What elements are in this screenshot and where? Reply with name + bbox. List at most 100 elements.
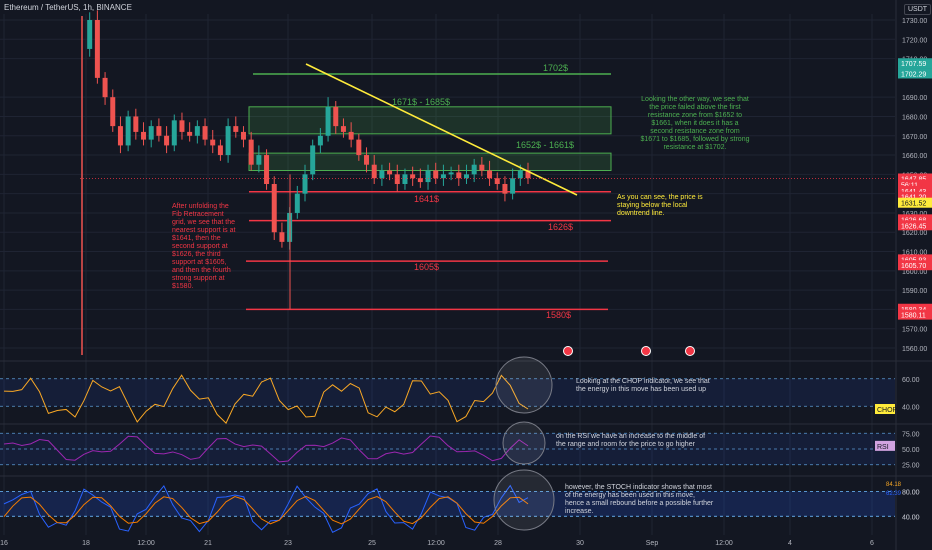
price-tag: 1605.70 bbox=[901, 263, 926, 270]
candle-body bbox=[302, 174, 308, 194]
stoch-d-line bbox=[3, 495, 529, 525]
price-tag-bg bbox=[898, 179, 932, 190]
stoch-d-label: 62.39 bbox=[886, 491, 902, 497]
price-tag-bg bbox=[898, 260, 932, 271]
rsi-highlight bbox=[502, 421, 546, 465]
chop-band bbox=[0, 378, 895, 407]
rsi-label: RSI bbox=[877, 444, 889, 451]
chop-label-bg bbox=[875, 404, 895, 414]
price-tag-bg bbox=[898, 303, 932, 314]
price-tag: 1631.52 bbox=[901, 201, 926, 208]
candle-body bbox=[271, 184, 277, 233]
candle-body bbox=[294, 193, 300, 213]
resistance-zone-lower bbox=[248, 152, 612, 171]
level-1605-label: 1605$ bbox=[414, 262, 439, 272]
candle-body bbox=[279, 232, 285, 242]
price-tag-bg bbox=[898, 68, 932, 79]
candle-body bbox=[356, 139, 362, 156]
stoch-d-tick: 40.00 bbox=[902, 514, 920, 521]
rsi-tick: 75.00 bbox=[902, 431, 920, 438]
candle-body bbox=[264, 155, 270, 184]
level-zone-upper-label: 1671$ - 1685$ bbox=[392, 97, 450, 107]
event-icon bbox=[563, 346, 573, 356]
candle-body bbox=[425, 170, 431, 183]
price-tick: 1570.00 bbox=[902, 327, 927, 334]
candle-body bbox=[379, 170, 385, 179]
downtrend-note: As you can see, the price is staying bel… bbox=[617, 194, 703, 217]
candle-body bbox=[479, 164, 485, 171]
chop-highlight bbox=[495, 356, 553, 414]
price-tag-bg bbox=[898, 58, 932, 69]
price-tag-bg bbox=[898, 173, 932, 184]
event-icon bbox=[641, 346, 651, 356]
price-tick: 1620.00 bbox=[902, 230, 927, 237]
price-tick: 1590.00 bbox=[902, 288, 927, 295]
price-tick: 1670.00 bbox=[902, 134, 927, 141]
candle-body bbox=[141, 131, 147, 140]
chop-label: CHOP bbox=[877, 407, 898, 414]
candle-body bbox=[164, 135, 170, 146]
time-tick: 4 bbox=[788, 540, 792, 547]
stoch-k-tick: 40.00 bbox=[902, 514, 920, 521]
resistance-note: Looking the other way, we see that the p… bbox=[640, 96, 750, 151]
chart-title: Ethereum / TetherUS, 1h, BINANCE bbox=[4, 3, 132, 12]
candle-body bbox=[402, 174, 408, 184]
candle-body bbox=[210, 139, 216, 146]
stoch-d-band bbox=[0, 491, 895, 517]
candle-body bbox=[256, 155, 262, 165]
time-tick: 28 bbox=[494, 540, 502, 547]
candle-body bbox=[233, 126, 239, 132]
candle-body bbox=[310, 145, 316, 175]
chop-line bbox=[3, 374, 529, 424]
candle-body bbox=[187, 131, 193, 136]
candle-body bbox=[179, 120, 185, 132]
candle-body bbox=[325, 106, 331, 136]
level-1580-label: 1580$ bbox=[546, 310, 571, 320]
candle-body bbox=[333, 106, 339, 127]
candle-body bbox=[225, 126, 231, 156]
candle-body bbox=[317, 135, 323, 146]
candle-body bbox=[394, 174, 400, 184]
candle-body bbox=[102, 77, 108, 98]
time-tick: 16 bbox=[0, 540, 8, 547]
price-tag: 1626.45 bbox=[901, 223, 926, 230]
stoch-k-tick: 80.00 bbox=[902, 489, 920, 496]
candle-body bbox=[494, 178, 500, 184]
event-icon bbox=[685, 346, 695, 356]
price-tick: 1660.00 bbox=[902, 153, 927, 160]
candle-body bbox=[94, 20, 100, 78]
currency-badge[interactable]: USDT bbox=[904, 4, 932, 15]
candle-body bbox=[171, 120, 177, 146]
time-tick: 12:00 bbox=[427, 540, 445, 547]
time-tick: 18 bbox=[82, 540, 90, 547]
stoch-k-line bbox=[3, 484, 529, 534]
price-tag: 56:11 bbox=[901, 182, 918, 189]
candle-body bbox=[87, 20, 93, 49]
time-tick: 23 bbox=[284, 540, 292, 547]
candle-body bbox=[502, 184, 508, 194]
candle-body bbox=[364, 155, 370, 165]
price-tag-bg bbox=[898, 220, 932, 231]
chop-tick: 40.00 bbox=[902, 404, 920, 411]
time-tick: 25 bbox=[368, 540, 376, 547]
resistance-zone-upper bbox=[248, 106, 612, 135]
downtrend-line bbox=[305, 63, 578, 196]
candle-body bbox=[440, 174, 446, 179]
candle-body bbox=[110, 97, 116, 127]
candle-body bbox=[156, 126, 162, 136]
price-tick: 1730.00 bbox=[902, 18, 927, 25]
time-tick: 21 bbox=[204, 540, 212, 547]
time-tick: 12:00 bbox=[715, 540, 733, 547]
price-tag: 1702.29 bbox=[901, 71, 926, 78]
price-tick: 1720.00 bbox=[902, 37, 927, 44]
candle-body bbox=[371, 164, 377, 179]
price-tick: 1680.00 bbox=[902, 114, 927, 121]
chop-tick: 60.00 bbox=[902, 377, 920, 384]
rsi-note: on the RSI we have an increase to the mi… bbox=[556, 433, 706, 448]
price-tag-bg bbox=[898, 309, 932, 320]
candle-body bbox=[340, 126, 346, 132]
candle-body bbox=[248, 139, 254, 165]
stoch-note: however, the STOCH indicator shows that … bbox=[565, 484, 714, 515]
